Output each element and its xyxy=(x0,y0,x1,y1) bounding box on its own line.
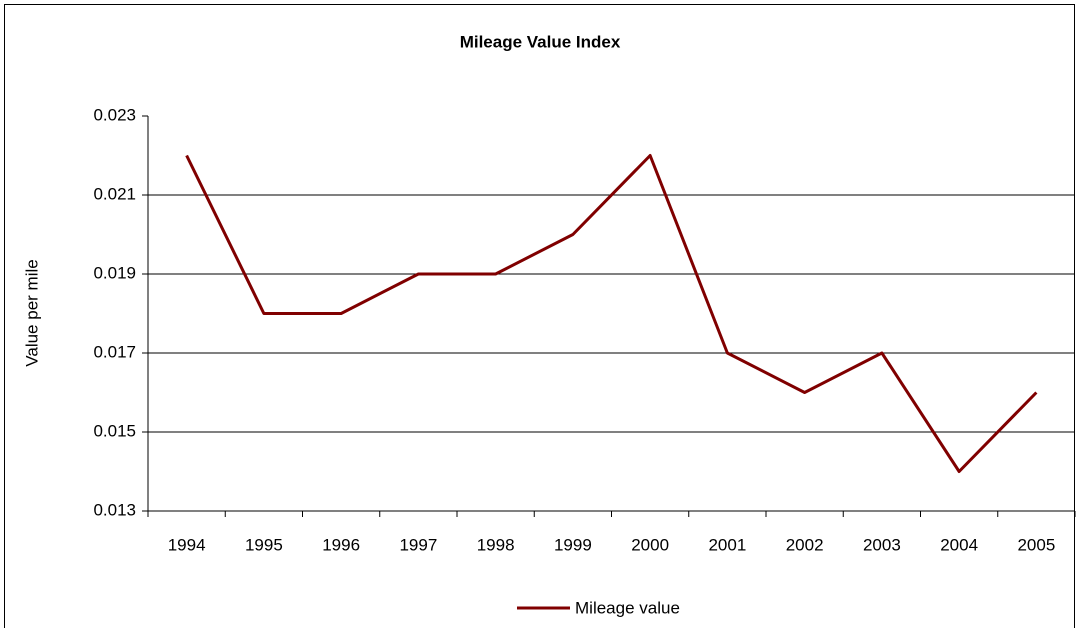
data-line xyxy=(185,154,1038,473)
x-tick-label: 2004 xyxy=(940,535,978,554)
x-tick-label: 1997 xyxy=(399,535,437,554)
y-tick-label: 0.023 xyxy=(93,105,136,124)
y-tick-label: 0.021 xyxy=(93,184,136,203)
y-axis-label: Value per mile xyxy=(22,259,41,366)
x-tick-label: 1995 xyxy=(245,535,283,554)
x-tick-label: 1998 xyxy=(477,535,515,554)
y-tick-label: 0.017 xyxy=(93,342,136,361)
chart-title: Mileage Value Index xyxy=(460,32,621,51)
x-tick-label: 1999 xyxy=(554,535,592,554)
x-tick-label: 2003 xyxy=(863,535,901,554)
legend-label: Mileage value xyxy=(575,598,680,617)
x-tick-label: 1996 xyxy=(322,535,360,554)
x-tick-label: 2001 xyxy=(708,535,746,554)
y-tick-label: 0.019 xyxy=(93,263,136,282)
y-tick-label: 0.015 xyxy=(93,421,136,440)
x-tick-label: 2002 xyxy=(786,535,824,554)
x-tick-label: 2000 xyxy=(631,535,669,554)
chart-border xyxy=(4,4,1075,628)
x-tick-label: 1994 xyxy=(168,535,206,554)
x-tick-label: 2005 xyxy=(1017,535,1055,554)
y-tick-label: 0.013 xyxy=(93,500,136,519)
